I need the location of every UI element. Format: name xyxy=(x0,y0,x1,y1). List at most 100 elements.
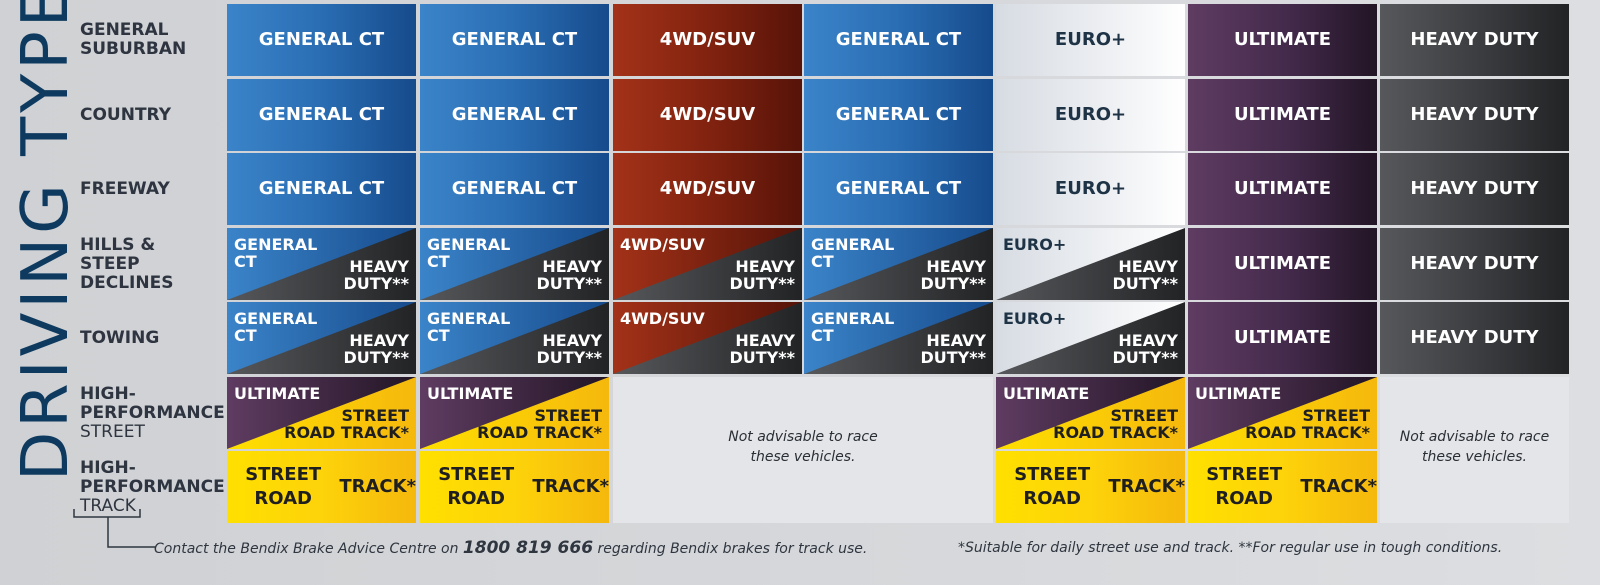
pad-cell: GENERAL CT xyxy=(420,153,609,225)
pad-type-label: STREET ROAD TRACK* xyxy=(1188,451,1377,523)
row-label-line: COUNTRY xyxy=(80,104,172,125)
split-background xyxy=(227,228,416,300)
split-top-line: 4WD/SUV xyxy=(620,309,705,328)
split-top-line: ULTIMATE xyxy=(1003,384,1090,403)
pad-type-label: GENERAL CT xyxy=(227,153,416,225)
pad-type-label: EURO+ xyxy=(996,4,1185,76)
split-bottom-label: HEAVY DUTY** xyxy=(920,258,986,292)
pad-type-label: GENERAL CT xyxy=(420,153,609,225)
split-background xyxy=(804,228,993,300)
split-background xyxy=(420,228,609,300)
pad-type-line: ULTIMATE xyxy=(1233,327,1332,348)
pad-type-label: EURO+ xyxy=(996,153,1185,225)
pad-type-line: STREET ROAD xyxy=(1014,464,1091,509)
split-background xyxy=(996,228,1185,300)
pad-cell: STREET ROAD TRACK* xyxy=(996,451,1185,523)
pad-cell: HEAVY DUTY xyxy=(1380,228,1569,300)
split-bottom-line: DUTY** xyxy=(1112,274,1178,293)
row-label-line: SUBURBAN xyxy=(80,39,187,59)
row-label-line: HILLS & xyxy=(80,234,156,255)
split-bottom-line: HEAVY xyxy=(735,257,795,276)
pad-type-line: STREET ROAD xyxy=(1206,464,1283,509)
pad-cell: GENERAL CT xyxy=(227,4,416,76)
row-label-line: GENERAL xyxy=(80,20,169,40)
pad-type-line: GENERAL CT xyxy=(451,104,578,125)
row-label-line: TOWING xyxy=(80,327,160,348)
row-label: TOWING xyxy=(80,302,225,374)
pad-cell: STREET ROAD TRACK* xyxy=(227,451,416,523)
pad-type-line: HEAVY DUTY xyxy=(1410,104,1539,125)
split-top-label: ULTIMATE xyxy=(1003,385,1089,402)
split-bottom-half xyxy=(227,377,416,449)
pad-cell: GENERAL CT xyxy=(420,4,609,76)
split-background xyxy=(420,377,609,449)
split-bottom-half xyxy=(420,377,609,449)
pad-cell: GENERAL CT HEAVY DUTY** xyxy=(804,228,993,300)
pad-type-line: HEAVY DUTY xyxy=(1410,178,1539,199)
pad-type-line: TRACK* xyxy=(532,476,609,497)
contact-text-end: regarding Bendix brakes for track use. xyxy=(593,541,868,557)
split-bottom-label: STREET ROAD TRACK* xyxy=(477,407,602,441)
pad-type-label: HEAVY DUTY xyxy=(1380,4,1569,76)
pad-type-line: EURO+ xyxy=(1054,104,1127,125)
row-label-line: FREEWAY xyxy=(80,178,170,199)
pad-cell: ULTIMATE STREET ROAD TRACK* xyxy=(1188,377,1377,449)
split-bottom-line: HEAVY xyxy=(926,331,986,350)
pad-type-label: GENERAL CT xyxy=(420,79,609,151)
row-label-line: PERFORMANCE xyxy=(80,402,225,423)
row-label: GENERAL SUBURBAN xyxy=(80,4,225,76)
pad-cell: ULTIMATE xyxy=(1188,302,1377,374)
pad-cell: 4WD/SUV HEAVY DUTY** xyxy=(613,302,802,374)
split-bottom-line: DUTY** xyxy=(536,348,602,367)
split-top-label: GENERAL CT xyxy=(427,236,510,270)
track-bracket xyxy=(73,509,156,548)
split-top-line: ULTIMATE xyxy=(427,384,514,403)
not-advisable-line: Not advisable to race xyxy=(1399,429,1550,445)
split-bottom-label: STREET ROAD TRACK* xyxy=(1053,407,1178,441)
pad-type-line: GENERAL CT xyxy=(258,178,385,199)
row-label-line: STEEP xyxy=(80,253,140,274)
split-bottom-half xyxy=(996,302,1185,374)
pad-type-line: TRACK* xyxy=(1300,476,1377,497)
split-bottom-line: HEAVY xyxy=(926,257,986,276)
pad-cell: GENERAL CT xyxy=(227,79,416,151)
pad-type-label: GENERAL CT xyxy=(804,153,993,225)
pad-cell: STREET ROAD TRACK* xyxy=(420,451,609,523)
split-bottom-line: DUTY** xyxy=(343,348,409,367)
row-label-line: PERFORMANCE xyxy=(80,476,225,497)
split-bottom-line: DUTY** xyxy=(536,274,602,293)
pad-cell: ULTIMATE STREET ROAD TRACK* xyxy=(996,377,1185,449)
pad-type-label: STREET ROAD TRACK* xyxy=(227,451,416,523)
pad-cell: GENERAL CT xyxy=(804,79,993,151)
split-bottom-label: HEAVY DUTY** xyxy=(536,258,602,292)
pad-type-line: TRACK* xyxy=(339,476,416,497)
track-contact-note: Contact the Bendix Brake Advice Centre o… xyxy=(154,538,867,558)
split-bottom-line: DUTY** xyxy=(729,348,795,367)
pad-cell: ULTIMATE xyxy=(1188,79,1377,151)
pad-cell: GENERAL CT HEAVY DUTY** xyxy=(227,302,416,374)
split-bottom-line: STREET xyxy=(341,406,409,425)
pad-type-line: GENERAL CT xyxy=(258,104,385,125)
pad-cell: GENERAL CT xyxy=(804,4,993,76)
pad-type-line: ULTIMATE xyxy=(1233,104,1332,125)
split-bottom-line: ROAD TRACK* xyxy=(284,423,409,442)
pad-type-line: ULTIMATE xyxy=(1233,29,1332,50)
row-label-subline: STREET xyxy=(80,421,145,442)
pad-cell: ULTIMATE STREET ROAD TRACK* xyxy=(227,377,416,449)
pad-type-line: EURO+ xyxy=(1054,29,1127,50)
pad-type-label: 4WD/SUV xyxy=(613,153,802,225)
pad-cell: 4WD/SUV HEAVY DUTY** xyxy=(613,228,802,300)
pad-cell: ULTIMATE STREET ROAD TRACK* xyxy=(420,377,609,449)
pad-type-line: GENERAL CT xyxy=(835,178,962,199)
split-bottom-half xyxy=(804,228,993,300)
split-background xyxy=(1188,377,1377,449)
pad-cell: EURO+ xyxy=(996,153,1185,225)
split-bottom-line: HEAVY xyxy=(349,331,409,350)
not-advisable-line: these vehicles. xyxy=(750,449,856,465)
split-bottom-line: DUTY** xyxy=(343,274,409,293)
pad-type-line: GENERAL CT xyxy=(835,29,962,50)
pad-cell: HEAVY DUTY xyxy=(1380,79,1569,151)
pad-type-line: GENERAL CT xyxy=(451,178,578,199)
pad-cell: EURO+ xyxy=(996,4,1185,76)
pad-cell: ULTIMATE xyxy=(1188,4,1377,76)
